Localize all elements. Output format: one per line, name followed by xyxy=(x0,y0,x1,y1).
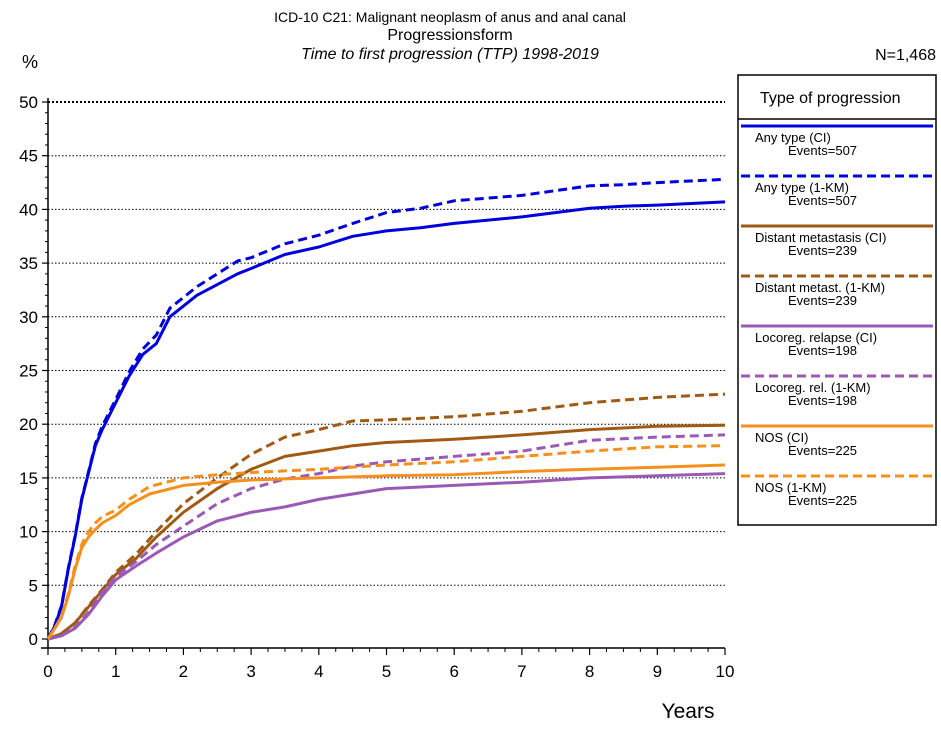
legend-events-3: Events=239 xyxy=(788,243,857,258)
legend: Type of progression Any type (CI)Events=… xyxy=(737,74,937,526)
series-line-7 xyxy=(46,463,726,640)
y-tick-label: 20 xyxy=(19,415,38,434)
x-ticks: 0 1 2 3 4 5 6 7 8 9 10 xyxy=(43,648,734,681)
x-tick-label: 7 xyxy=(517,662,526,681)
legend-title: Type of progression xyxy=(760,90,901,107)
y-axis-label: % xyxy=(22,52,38,72)
x-tick-label: 8 xyxy=(585,662,594,681)
series-line-2 xyxy=(46,177,726,640)
x-tick-label: 4 xyxy=(314,662,323,681)
x-axis-label: Years xyxy=(662,700,715,723)
legend-box xyxy=(737,74,937,526)
legend-events-2: Events=507 xyxy=(788,193,857,208)
x-tick-label: 5 xyxy=(382,662,391,681)
x-tick-label: 1 xyxy=(111,662,120,681)
y-tick-label: 45 xyxy=(19,147,38,166)
series-line-1 xyxy=(46,200,726,640)
chart-subtitle: Progressionsform xyxy=(387,27,512,44)
series-lines xyxy=(46,177,726,641)
y-tick-label: 40 xyxy=(19,200,38,219)
legend-label-2: Any type (1-KM) xyxy=(755,180,849,195)
legend-label-1: Any type (CI) xyxy=(755,130,831,145)
series-line-6 xyxy=(47,433,726,641)
y-tick-label: 5 xyxy=(29,576,38,595)
chart-title: ICD-10 C21: Malignant neoplasm of anus a… xyxy=(274,9,626,25)
y-tick-label: 35 xyxy=(19,254,38,273)
y-ticks: 0 5 10 15 20 25 30 35 40 45 50 xyxy=(19,93,48,649)
legend-events-8: Events=225 xyxy=(788,493,857,508)
legend-events-7: Events=225 xyxy=(788,443,857,458)
axes xyxy=(41,98,725,649)
legend-events-6: Events=198 xyxy=(788,393,857,408)
x-tick-label: 0 xyxy=(43,662,52,681)
y-tick-label: 25 xyxy=(19,362,38,381)
legend-label-6: Locoreg. rel. (1-KM) xyxy=(755,380,871,395)
chart-subtitle-italic: Time to first progression (TTP) 1998-201… xyxy=(301,46,599,63)
legend-label-4: Distant metast. (1-KM) xyxy=(755,280,885,295)
x-tick-label: 2 xyxy=(179,662,188,681)
y-tick-label: 0 xyxy=(29,630,38,649)
legend-label-3: Distant metastasis (CI) xyxy=(755,230,886,245)
x-tick-label: 10 xyxy=(716,662,735,681)
y-tick-label: 10 xyxy=(19,523,38,542)
legend-events-5: Events=198 xyxy=(788,343,857,358)
legend-label-8: NOS (1-KM) xyxy=(755,480,827,495)
legend-events-4: Events=239 xyxy=(788,293,857,308)
x-tick-label: 3 xyxy=(246,662,255,681)
series-line-5 xyxy=(47,472,726,641)
y-tick-label: 50 xyxy=(19,93,38,112)
legend-events-1: Events=507 xyxy=(788,143,857,158)
legend-label-7: NOS (CI) xyxy=(755,430,808,445)
x-tick-label: 9 xyxy=(653,662,662,681)
series-line-4 xyxy=(47,392,726,641)
n-count: N=1,468 xyxy=(875,47,936,64)
x-tick-label: 6 xyxy=(449,662,458,681)
y-tick-label: 30 xyxy=(19,308,38,327)
gridlines xyxy=(48,101,725,586)
legend-label-5: Locoreg. relapse (CI) xyxy=(755,330,877,345)
series-line-8 xyxy=(46,444,726,640)
y-tick-label: 15 xyxy=(19,469,38,488)
series-line-3 xyxy=(47,423,726,641)
